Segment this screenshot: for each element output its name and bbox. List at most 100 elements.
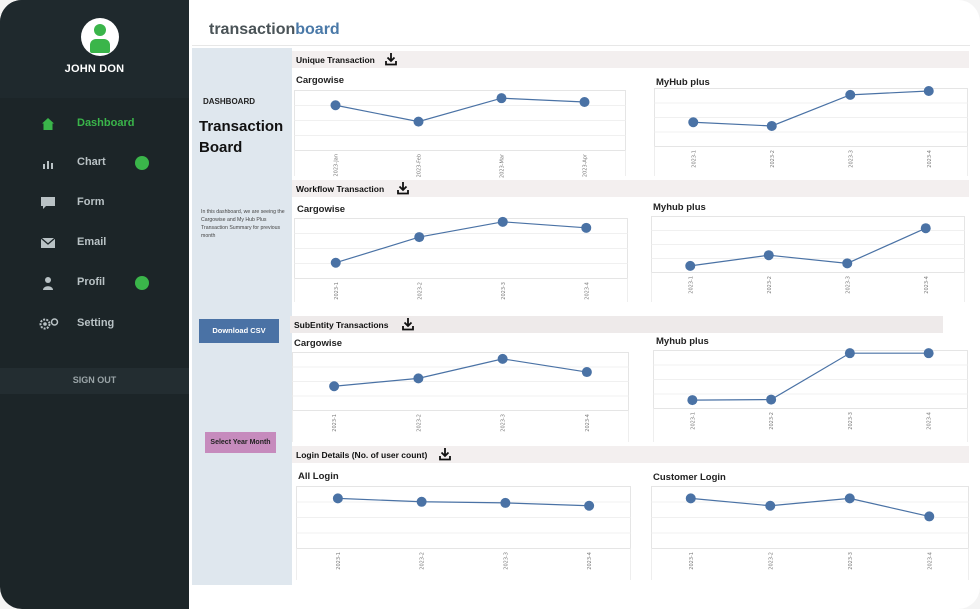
download-icon[interactable] <box>438 447 452 461</box>
data-point <box>500 497 511 508</box>
series-line <box>337 497 590 507</box>
data-point <box>765 500 776 511</box>
x-tick-label: 2023-Jan <box>334 154 340 177</box>
chart-title: Cargowise <box>294 338 343 349</box>
x-tick-label: 2023-1 <box>336 552 342 570</box>
x-tick-label: 2023-1 <box>690 412 696 430</box>
chart-title: Cargowise <box>297 204 346 215</box>
x-tick-label: 2023-2 <box>768 552 774 570</box>
data-point <box>581 367 592 378</box>
nav-label: Form <box>77 196 105 208</box>
chart-title: All Login <box>298 471 339 482</box>
line-chart: 2023-Jan 2023-Feb 2023-Mar 2023-Apr <box>294 90 626 178</box>
data-point <box>581 222 592 233</box>
select-year-month-button[interactable]: Select Year Month <box>205 432 276 453</box>
x-tick-label: 2023-Apr <box>583 153 589 177</box>
sidebar: JOHN DON Dashboard Chart Form Email Prof… <box>0 0 189 609</box>
data-point <box>329 381 340 392</box>
series-line <box>335 221 587 264</box>
data-point <box>844 493 855 504</box>
x-tick-label: 2023-3 <box>501 282 507 300</box>
x-tick-label: 2023-4 <box>927 412 933 430</box>
data-point <box>688 117 699 128</box>
x-tick-label: 2023-3 <box>845 276 851 294</box>
download-icon[interactable] <box>384 52 398 66</box>
x-tick-label: 2023-4 <box>927 552 933 570</box>
notification-dot <box>135 276 149 290</box>
data-point <box>414 232 425 243</box>
data-point <box>330 257 341 268</box>
section-title: SubEntity Transactions <box>294 320 389 330</box>
avatar[interactable] <box>81 18 119 56</box>
data-point <box>924 511 935 522</box>
page-title: Transaction Board <box>199 118 284 156</box>
dashboard-label: DASHBOARD <box>203 97 255 106</box>
data-point <box>844 348 855 359</box>
x-tick-label: 2023-1 <box>332 414 338 432</box>
data-point <box>579 97 590 107</box>
x-tick-label: 2023-2 <box>420 552 426 570</box>
sign-out-button[interactable]: SIGN OUT <box>0 368 189 394</box>
chart-title: Myhub plus <box>656 336 709 347</box>
data-point <box>687 395 698 406</box>
nav-label: Email <box>77 236 107 248</box>
section-login-details: Login Details (No. of user count) <box>292 446 969 463</box>
nav-item-form[interactable]: Form <box>0 188 189 218</box>
form-icon <box>41 197 55 209</box>
brand-part-1: transaction <box>209 21 296 38</box>
x-tick-label: 2023-2 <box>767 276 773 294</box>
download-icon[interactable] <box>401 317 415 331</box>
download-csv-button[interactable]: Download CSV <box>199 319 279 343</box>
data-point <box>496 93 507 104</box>
x-tick-label: 2023-1 <box>691 150 697 168</box>
brand-part-2: board <box>295 21 340 38</box>
notification-dot <box>135 156 149 170</box>
data-point <box>766 120 777 131</box>
x-tick-label: 2023-2 <box>770 150 776 168</box>
user-area: JOHN DON <box>0 0 189 98</box>
nav-item-chart[interactable]: Chart <box>0 148 189 178</box>
series-line <box>690 497 930 518</box>
x-tick-label: 2023-3 <box>503 552 509 570</box>
line-chart: 2023-1 2023-2 2023-3 2023-4 <box>651 216 965 302</box>
home-icon <box>42 118 54 130</box>
nav-item-setting[interactable]: Setting <box>0 309 189 339</box>
section-title: Login Details (No. of user count) <box>296 450 428 460</box>
data-point <box>497 216 508 227</box>
data-point <box>923 348 934 359</box>
section-title: Workflow Transaction <box>296 184 385 194</box>
x-tick-label: 2023-3 <box>848 412 854 430</box>
data-point <box>332 493 343 504</box>
data-point <box>685 260 696 271</box>
x-tick-label: 2023-4 <box>585 414 591 432</box>
user-name: JOHN DON <box>64 63 125 75</box>
data-point <box>584 500 595 511</box>
nav-item-profil[interactable]: Profil <box>0 268 189 298</box>
line-chart: 2023-1 2023-2 2023-3 2023-4 <box>294 216 628 302</box>
x-tick-label: 2023-2 <box>417 282 423 300</box>
line-chart: 2023-1 2023-2 2023-3 2023-4 <box>292 352 629 442</box>
data-point <box>497 353 508 364</box>
data-point <box>766 394 777 405</box>
data-point <box>413 116 424 127</box>
line-chart: 2023-1 2023-2 2023-3 2023-4 <box>296 486 631 580</box>
nav-label: Profil <box>77 276 106 288</box>
download-icon[interactable] <box>396 181 410 195</box>
sign-out-label: SIGN OUT <box>72 375 117 385</box>
x-tick-label: 2023-4 <box>924 276 930 294</box>
chart-title: Myhub plus <box>653 202 706 213</box>
data-point <box>845 89 856 100</box>
dashboard-description: In this dashboard, we are seeing the Car… <box>201 209 285 239</box>
section-title: Unique Transaction <box>296 55 375 65</box>
nav-item-email[interactable]: Email <box>0 228 189 258</box>
x-tick-label: 2023-3 <box>501 414 507 432</box>
person-icon <box>43 277 53 290</box>
nav-item-dashboard[interactable]: Dashboard <box>0 109 189 139</box>
data-point <box>923 86 934 96</box>
section-subentity-transactions: SubEntity Transactions <box>290 316 943 333</box>
chart-title: Cargowise <box>296 75 345 86</box>
envelope-icon <box>40 237 56 248</box>
gear-icon <box>39 318 59 330</box>
series-line <box>692 352 929 401</box>
